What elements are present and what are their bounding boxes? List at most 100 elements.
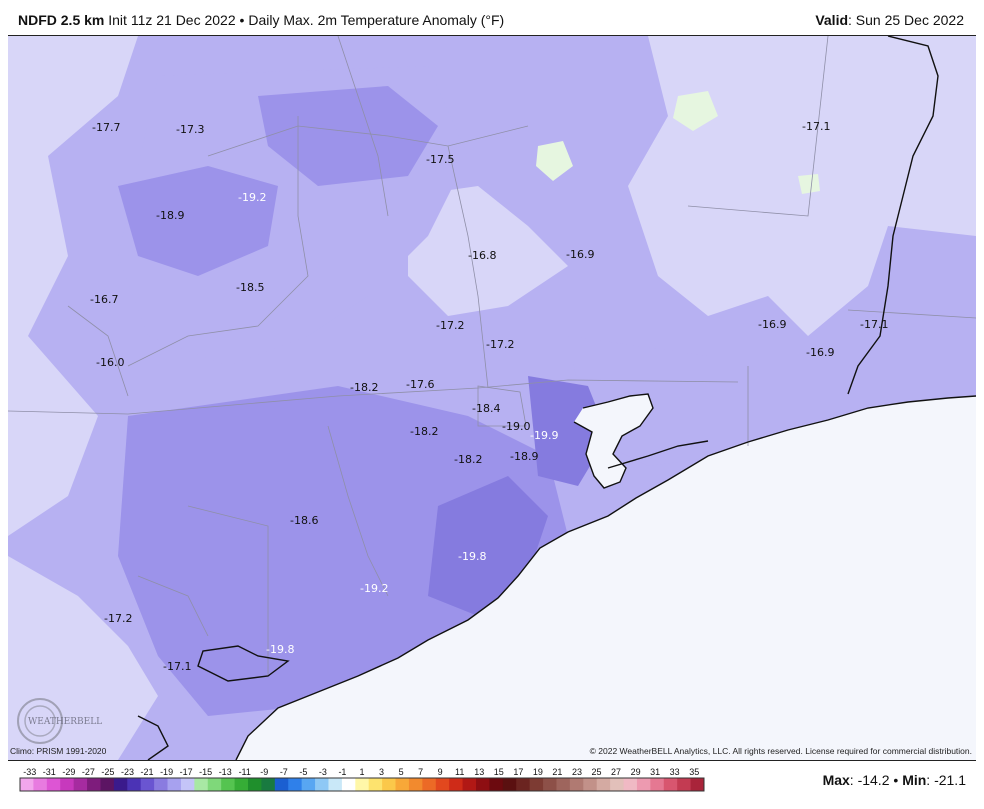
color-scale-swatch: [435, 778, 450, 791]
color-scale-swatch: [127, 778, 142, 791]
color-scale-swatch: [274, 778, 289, 791]
color-scale-tick-label: -33: [23, 767, 36, 777]
min-value: : -21.1: [926, 772, 966, 788]
color-scale-frame: [19, 777, 705, 792]
color-scale-swatch: [395, 778, 410, 791]
product-name: NDFD 2.5 km: [18, 12, 105, 28]
dark-anomaly-north: [118, 166, 278, 276]
anomaly-value-label: -18.2: [410, 425, 438, 438]
anomaly-value-label: -19.8: [458, 550, 486, 563]
color-scale-swatch: [543, 778, 557, 791]
anomaly-value-label: -17.2: [104, 612, 132, 625]
color-scale-swatch: [288, 778, 303, 791]
color-scale-swatch: [207, 778, 222, 791]
color-scale-swatch: [502, 778, 517, 791]
coastline: [137, 36, 976, 760]
color-scale-swatch: [315, 778, 329, 791]
color-scale-swatch: [33, 778, 48, 791]
anomaly-value-label: -17.5: [426, 153, 454, 166]
county-boundaries: [8, 36, 976, 676]
min-label: Min: [902, 772, 927, 788]
color-scale-swatch: [677, 778, 692, 791]
color-scale-swatch: [596, 778, 611, 791]
galveston-bay: [574, 394, 653, 488]
color-scale-swatch: [221, 778, 236, 791]
color-scale-tick-label: 11: [455, 767, 464, 777]
anomaly-value-label: -19.0: [502, 420, 530, 433]
color-scale-swatch: [610, 778, 625, 791]
color-scale-tick-label: -23: [121, 767, 134, 777]
color-scale-swatch: [167, 778, 182, 791]
color-scale-tick-label: 5: [399, 767, 404, 777]
color-scale-swatch: [583, 778, 598, 791]
max-label: Max: [822, 772, 850, 788]
light-anomaly-center: [408, 186, 568, 316]
color-scale-swatch: [569, 778, 584, 791]
anomaly-value-label: -17.2: [436, 319, 464, 332]
weatherbell-logo: WEATHERBELL: [17, 698, 102, 744]
anomaly-value-label: -18.2: [350, 381, 378, 394]
color-scale-swatch: [248, 778, 262, 791]
anomaly-value-label: -18.6: [290, 514, 318, 527]
anomaly-value-label: -18.2: [454, 453, 482, 466]
color-scale-swatch: [73, 778, 88, 791]
color-scale-swatch: [368, 778, 383, 791]
color-scale-tick-label: 23: [572, 767, 582, 777]
color-scale-swatch: [60, 778, 75, 791]
color-scale-swatch: [529, 778, 544, 791]
color-scale-tick-label: -15: [199, 767, 212, 777]
anomaly-value-label: -17.6: [406, 378, 434, 391]
color-scale-tick-label: 33: [670, 767, 680, 777]
map-title: NDFD 2.5 km Init 11z 21 Dec 2022 • Daily…: [18, 12, 504, 28]
anomaly-value-label: -17.3: [176, 123, 204, 136]
color-scale-swatch: [113, 778, 128, 791]
anomaly-map: -17.7 -17.3 -17.5 -17.1 -19.2 -18.9 -16.8 -16.9…: [8, 35, 976, 761]
color-scale-swatch: [261, 778, 276, 791]
color-scale-swatch: [449, 778, 464, 791]
color-scale-swatch: [180, 778, 195, 791]
color-scale-tick-label: 7: [418, 767, 423, 777]
color-scale-swatch: [355, 778, 370, 791]
color-scale-tick-label: -5: [299, 767, 307, 777]
anomaly-value-label: -18.5: [236, 281, 264, 294]
color-scale-swatch: [462, 778, 477, 791]
color-scale-tick-label: 31: [650, 767, 660, 777]
anomaly-value-label: -16.8: [468, 249, 496, 262]
title-separator: •: [239, 12, 245, 28]
anomaly-value-label: -19.9: [530, 429, 558, 442]
max-value: : -14.2: [849, 772, 890, 788]
color-scale-tick-label: -11: [239, 767, 251, 777]
color-scale-swatch: [623, 778, 638, 791]
color-scale-tick-label: -31: [43, 767, 56, 777]
color-scale-swatch: [489, 778, 504, 791]
color-scale-swatch: [100, 778, 115, 791]
color-scale-swatch: [140, 778, 155, 791]
anomaly-value-label: -16.7: [90, 293, 118, 306]
near-normal-spot-north: [536, 141, 573, 181]
anomaly-value-label: -17.7: [92, 121, 120, 134]
color-scale-swatch: [556, 778, 571, 791]
field-title: Daily Max. 2m Temperature Anomaly (°F): [248, 12, 505, 28]
anomaly-value-label: -16.9: [566, 248, 594, 261]
valid-time: Valid: Sun 25 Dec 2022: [815, 12, 964, 28]
color-scale-tick-label: -13: [219, 767, 232, 777]
anomaly-value-label: -17.1: [860, 318, 888, 331]
color-scale-tick-label: 1: [359, 767, 364, 777]
color-scale-tick-label: -1: [338, 767, 346, 777]
color-scale-swatch: [194, 778, 209, 791]
valid-date: : Sun 25 Dec 2022: [848, 12, 964, 28]
color-scale-tick-label: 17: [513, 767, 523, 777]
color-scale-legend: -33 -31 -29 -27 -25 -23 -21 -19 -17 -15 -13 -11 -9 -7…: [16, 764, 716, 804]
color-scale-tick-label: 21: [552, 767, 562, 777]
color-scale-tick-label: -7: [280, 767, 288, 777]
color-scale-swatch: [20, 778, 34, 791]
color-scale-tick-label: -19: [160, 767, 173, 777]
near-normal-spot-edge: [798, 174, 820, 194]
color-scale-tick-label: -3: [319, 767, 327, 777]
color-scale-tick-label: -27: [82, 767, 95, 777]
anomaly-value-label: -16.9: [758, 318, 786, 331]
field-stats: Max: -14.2 • Min: -21.1: [823, 772, 966, 788]
valid-label: Valid: [815, 12, 849, 28]
color-scale-swatch: [422, 778, 437, 791]
light-anomaly-west: [8, 36, 138, 536]
